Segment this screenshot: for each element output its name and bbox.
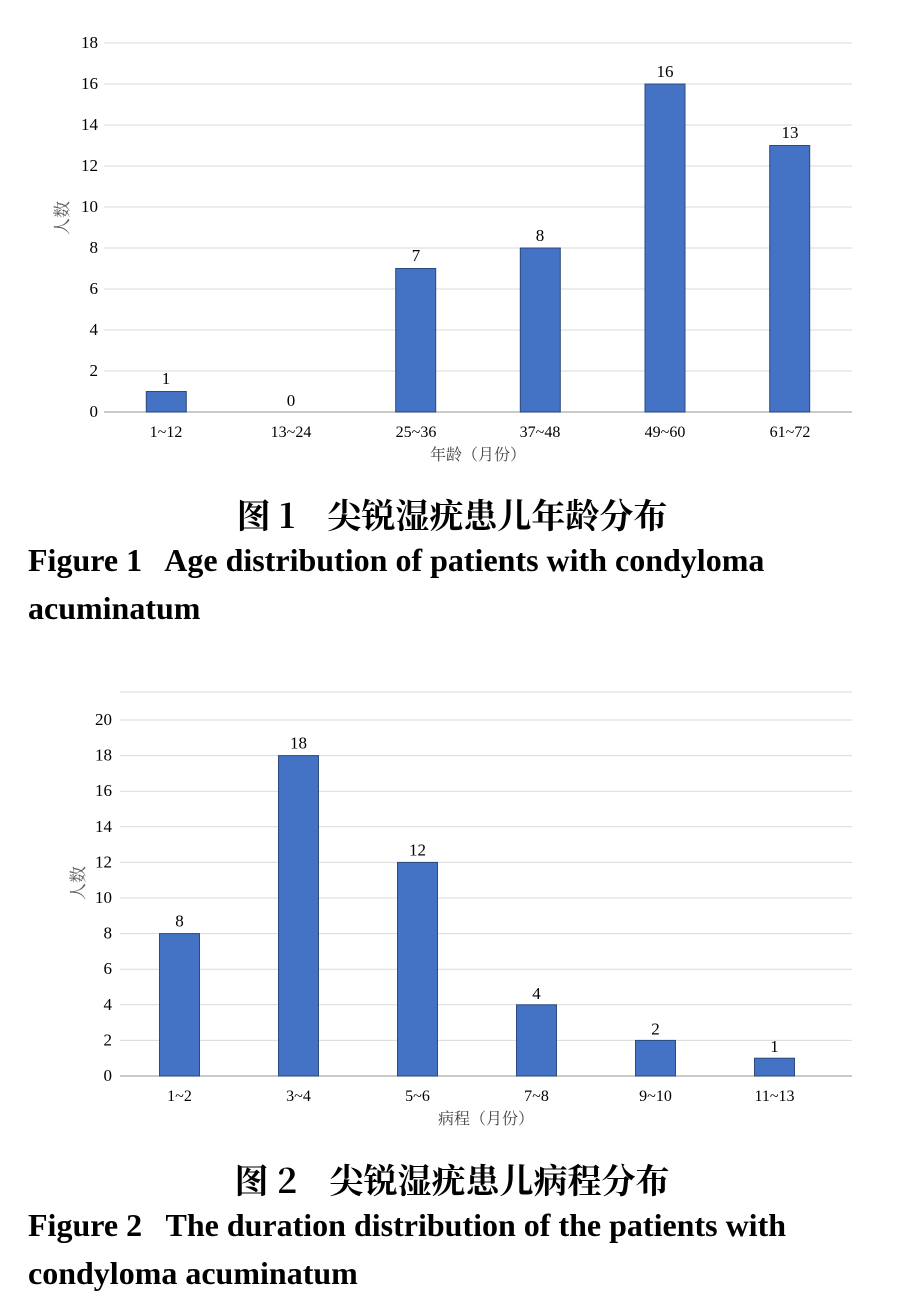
svg-text:6: 6 — [104, 959, 113, 978]
svg-text:年龄（月份）: 年龄（月份） — [430, 442, 526, 465]
svg-text:3~4: 3~4 — [286, 1088, 311, 1105]
svg-text:6: 6 — [90, 279, 99, 298]
svg-text:8: 8 — [536, 226, 545, 245]
svg-text:4: 4 — [90, 320, 99, 339]
svg-text:18: 18 — [290, 734, 307, 753]
svg-text:14: 14 — [95, 817, 113, 836]
svg-text:人数: 人数 — [48, 201, 73, 235]
svg-text:8: 8 — [104, 924, 113, 943]
svg-text:2: 2 — [651, 1019, 660, 1038]
svg-text:1: 1 — [162, 369, 171, 388]
svg-text:13: 13 — [782, 123, 799, 142]
svg-text:12: 12 — [409, 840, 426, 859]
svg-text:2: 2 — [104, 1030, 113, 1049]
svg-text:人数: 人数 — [64, 866, 89, 900]
svg-text:18: 18 — [95, 746, 112, 765]
svg-text:4: 4 — [532, 984, 541, 1003]
svg-text:16: 16 — [657, 62, 674, 81]
svg-text:1~12: 1~12 — [150, 424, 183, 441]
svg-text:10: 10 — [81, 197, 98, 216]
svg-text:2: 2 — [90, 361, 99, 380]
svg-text:13~24: 13~24 — [271, 424, 312, 441]
svg-text:1: 1 — [770, 1037, 779, 1056]
svg-text:16: 16 — [81, 74, 98, 93]
svg-text:病程（月份）: 病程（月份） — [438, 1106, 534, 1129]
svg-text:0: 0 — [104, 1066, 113, 1085]
svg-text:11~13: 11~13 — [754, 1088, 794, 1105]
svg-text:61~72: 61~72 — [770, 424, 811, 441]
svg-text:20: 20 — [95, 710, 112, 729]
svg-text:4: 4 — [104, 995, 113, 1014]
svg-text:25~36: 25~36 — [396, 424, 437, 441]
svg-text:0: 0 — [287, 391, 296, 410]
svg-text:14: 14 — [81, 115, 99, 134]
svg-text:12: 12 — [95, 852, 112, 871]
svg-text:9~10: 9~10 — [639, 1088, 672, 1105]
svg-text:18: 18 — [81, 33, 98, 52]
svg-text:8: 8 — [175, 912, 184, 931]
svg-text:7~8: 7~8 — [524, 1088, 549, 1105]
svg-text:12: 12 — [81, 156, 98, 175]
svg-text:8: 8 — [90, 238, 99, 257]
svg-text:0: 0 — [90, 402, 99, 421]
svg-text:37~48: 37~48 — [520, 424, 561, 441]
svg-text:49~60: 49~60 — [645, 424, 686, 441]
svg-text:10: 10 — [95, 888, 112, 907]
svg-text:7: 7 — [412, 246, 421, 265]
svg-text:5~6: 5~6 — [405, 1088, 430, 1105]
svg-text:1~2: 1~2 — [167, 1088, 192, 1105]
svg-text:16: 16 — [95, 781, 112, 800]
